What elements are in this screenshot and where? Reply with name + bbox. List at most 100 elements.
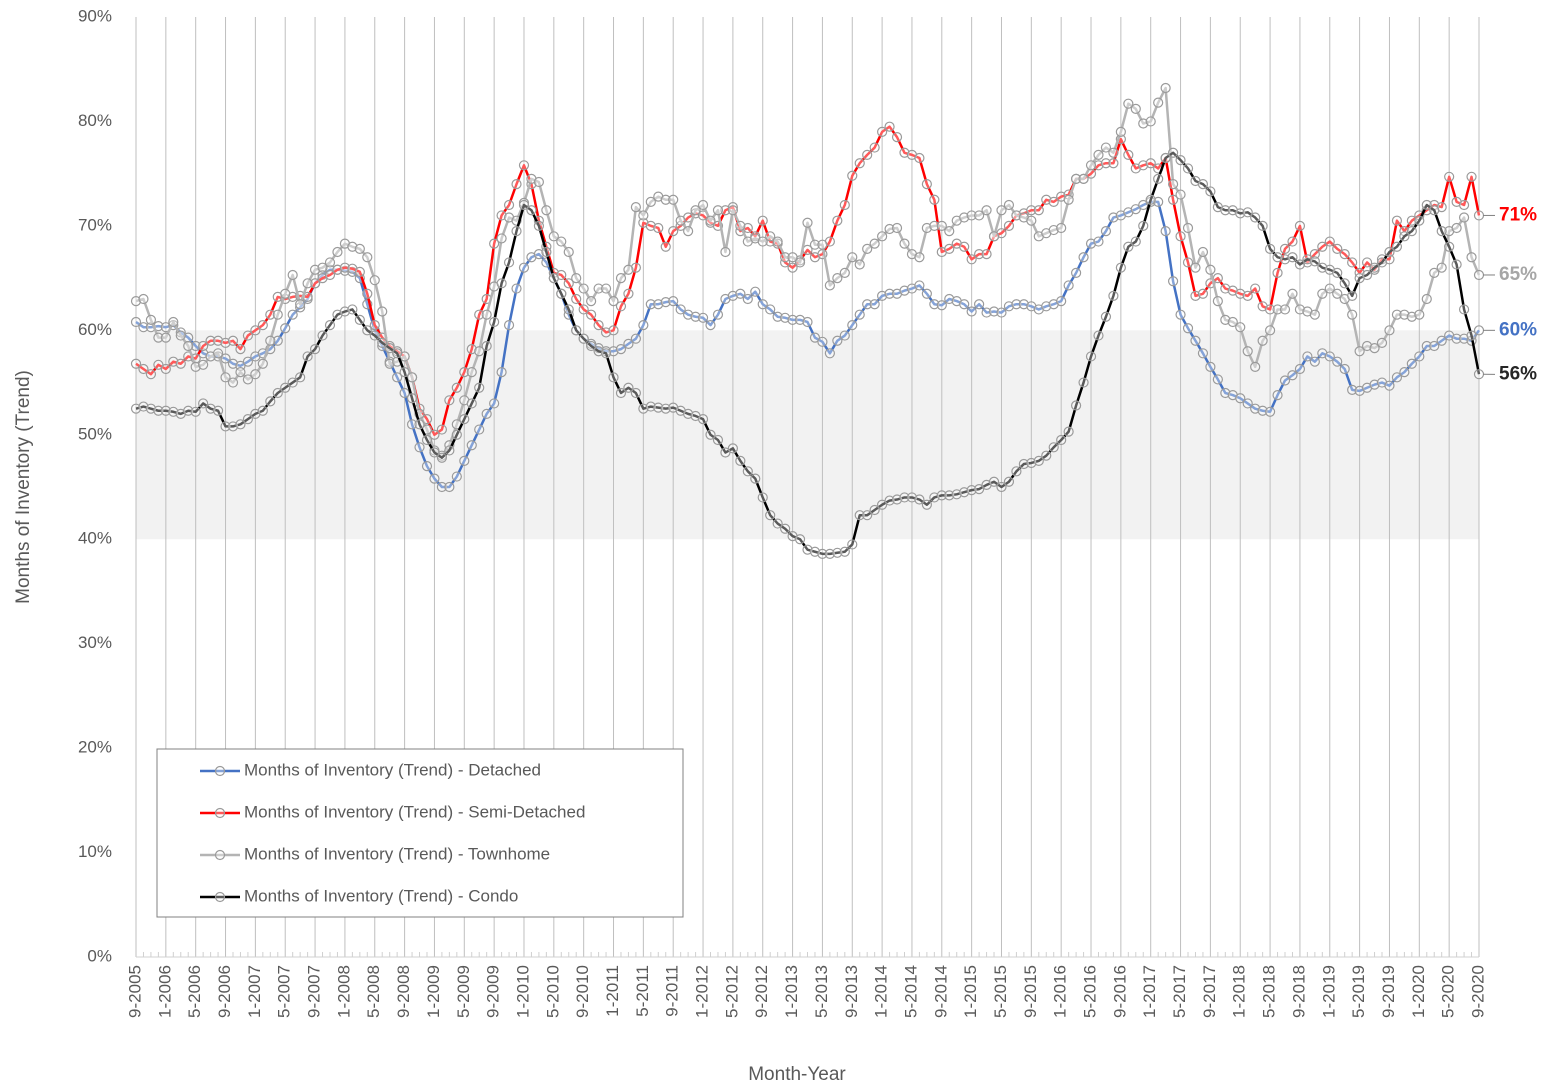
point-marker (891, 222, 903, 234)
point-marker (1339, 248, 1350, 260)
point-marker (451, 429, 462, 440)
point-marker (1458, 199, 1470, 211)
point-marker (1294, 363, 1306, 375)
point-marker (377, 337, 388, 348)
point-marker (324, 320, 336, 331)
point-marker (817, 548, 828, 559)
point-marker (1242, 290, 1253, 301)
point-marker (921, 288, 932, 299)
point-marker (1026, 215, 1037, 226)
point-marker (877, 126, 888, 137)
point-marker (436, 452, 448, 463)
point-marker (489, 316, 500, 328)
point-marker (533, 220, 545, 231)
point-marker (914, 280, 925, 291)
point-marker (1332, 267, 1343, 278)
x-tick-label: 9-2006 (215, 965, 234, 1018)
x-tick-label: 5-2011 (633, 965, 652, 1017)
point-marker (802, 316, 813, 328)
point-marker (190, 406, 201, 417)
point-marker (668, 226, 679, 237)
point-marker (1220, 283, 1231, 294)
point-marker (847, 170, 858, 181)
point-marker (302, 351, 313, 362)
point-marker (1033, 205, 1044, 216)
x-tick-label: 9-2005 (125, 965, 144, 1018)
legend-box (156, 748, 684, 918)
point-marker (130, 295, 142, 307)
point-marker (675, 304, 686, 315)
point-marker (824, 548, 835, 559)
point-marker (772, 518, 783, 529)
point-marker (1190, 335, 1201, 346)
point-marker (1212, 295, 1223, 307)
point-marker (974, 483, 985, 495)
point-marker (1063, 426, 1074, 437)
point-marker (668, 194, 679, 205)
x-tick-label: 9-2007 (305, 965, 324, 1018)
point-marker (929, 492, 940, 503)
point-marker (891, 132, 903, 143)
x-tick-label: 5-2019 (1349, 965, 1368, 1018)
point-marker (653, 299, 664, 310)
point-marker (959, 241, 970, 252)
point-marker (354, 266, 365, 277)
point-marker (362, 325, 373, 336)
point-marker (1130, 204, 1141, 215)
point-marker (705, 215, 716, 226)
point-marker (862, 299, 873, 310)
point-marker (727, 290, 738, 301)
point-marker (1436, 335, 1447, 346)
point-marker (1436, 226, 1447, 237)
point-marker (1257, 405, 1268, 416)
point-marker (765, 231, 776, 242)
point-marker (944, 243, 955, 254)
point-marker (1160, 152, 1171, 164)
point-marker (757, 236, 768, 247)
point-marker (1078, 173, 1089, 184)
point-marker (1473, 269, 1485, 281)
point-marker (697, 312, 709, 323)
point-marker (1145, 194, 1156, 205)
point-marker (332, 264, 343, 275)
point-marker (847, 539, 858, 550)
point-marker (1332, 243, 1343, 254)
point-marker (608, 295, 619, 307)
point-marker (1250, 283, 1261, 294)
point-marker (1421, 340, 1432, 352)
point-marker (944, 226, 955, 237)
point-marker (1406, 226, 1417, 237)
point-marker (1235, 288, 1246, 299)
point-marker (1108, 147, 1119, 158)
point-marker (1309, 248, 1320, 260)
point-marker (265, 396, 276, 407)
point-marker (250, 325, 261, 336)
point-marker (130, 403, 142, 414)
x-tick-label: 5-2010 (543, 965, 562, 1018)
point-marker (265, 335, 276, 346)
point-marker (1145, 158, 1156, 169)
point-marker (1264, 406, 1276, 417)
point-marker (1458, 304, 1470, 315)
point-marker (862, 149, 873, 160)
point-marker (974, 299, 985, 310)
point-marker (645, 401, 656, 412)
point-marker (287, 309, 298, 320)
point-marker (660, 241, 671, 252)
x-tick-label: 1-2008 (334, 965, 353, 1018)
point-marker (735, 455, 746, 466)
point-marker (1093, 149, 1104, 160)
point-marker (600, 348, 612, 359)
point-marker (406, 372, 418, 383)
point-marker (1309, 309, 1320, 320)
shaded-band (136, 330, 1479, 540)
point-marker (877, 499, 888, 510)
point-marker (130, 316, 142, 328)
point-marker (1369, 262, 1380, 273)
point-marker (615, 344, 627, 355)
point-marker (496, 210, 507, 221)
point-marker (1197, 246, 1209, 258)
point-marker (794, 314, 806, 325)
point-marker (1078, 377, 1089, 388)
point-marker (168, 406, 179, 417)
